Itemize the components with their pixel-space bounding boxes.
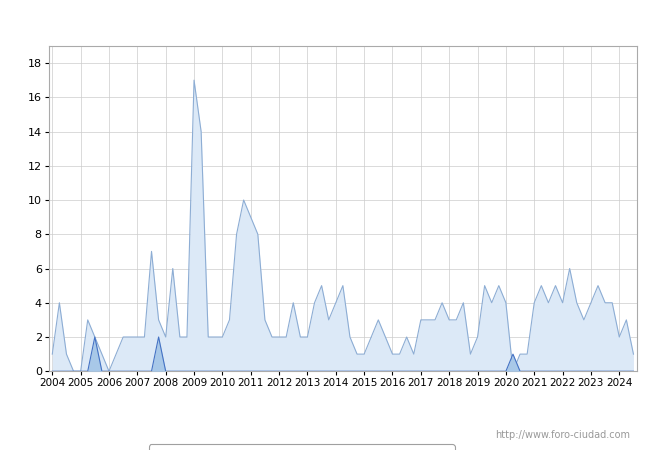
Legend: Viviendas Nuevas, Viviendas Usadas: Viviendas Nuevas, Viviendas Usadas	[149, 444, 455, 450]
Text: http://www.foro-ciudad.com: http://www.foro-ciudad.com	[495, 430, 630, 440]
Text: Cantalapiedra - Evolucion del Nº de Transacciones Inmobiliarias: Cantalapiedra - Evolucion del Nº de Tran…	[91, 13, 559, 28]
